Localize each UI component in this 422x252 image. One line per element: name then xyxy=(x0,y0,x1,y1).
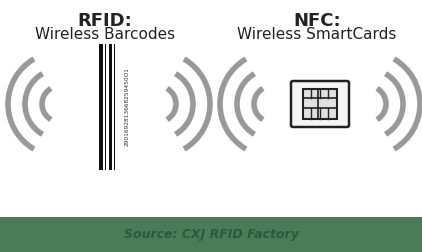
Text: RFID:: RFID: xyxy=(78,12,133,30)
FancyBboxPatch shape xyxy=(291,81,349,127)
Bar xyxy=(110,44,111,170)
Bar xyxy=(96,44,97,170)
Text: Wireless SmartCards: Wireless SmartCards xyxy=(237,27,397,42)
Text: Wireless Barcodes: Wireless Barcodes xyxy=(35,27,175,42)
Bar xyxy=(111,44,112,170)
Text: Source: CXJ RFID Factory: Source: CXJ RFID Factory xyxy=(124,228,298,241)
Bar xyxy=(303,89,337,119)
Text: 2901692813668259450O1: 2901692813668259450O1 xyxy=(124,68,130,146)
Text: NFC:: NFC: xyxy=(293,12,341,30)
Bar xyxy=(0,217,422,252)
